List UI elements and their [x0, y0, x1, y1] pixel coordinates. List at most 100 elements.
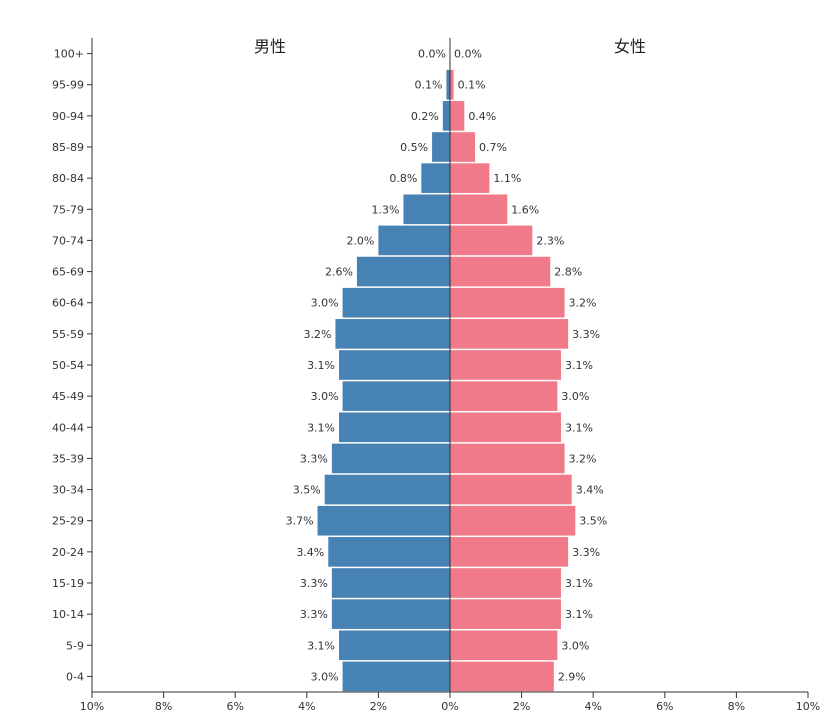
label-male-60-64: 3.0%: [311, 297, 339, 310]
bar-female-25-29: [450, 505, 576, 536]
bar-female-85-89: [450, 132, 476, 162]
label-female-15-19: 3.1%: [565, 577, 593, 590]
bar-male-55-59: [335, 319, 450, 349]
bar-female-65-69: [450, 256, 551, 287]
y-tick-label-90-94: 90-94: [52, 110, 84, 123]
bar-male-30-34: [324, 474, 450, 505]
y-tick-label-0-4: 0-4: [66, 670, 84, 683]
bar-male-70-74: [378, 225, 450, 256]
label-male-5-9: 3.1%: [307, 639, 335, 652]
x-tick-label: 4%: [584, 700, 601, 713]
bar-female-10-14: [450, 599, 561, 629]
bar-male-75-79: [403, 194, 450, 225]
bar-male-50-54: [339, 350, 450, 380]
bar-male-90-94: [442, 101, 450, 131]
bar-female-80-84: [450, 163, 490, 193]
bar-male-80-84: [421, 163, 450, 193]
label-female-45-49: 3.0%: [561, 390, 589, 403]
bar-male-20-24: [328, 537, 450, 567]
male-value-labels: 0.0% 0.1% 0.2% 0.5% 0.8% 1.3% 2.0% 2.6% 3.0% 3.2%…: [286, 48, 446, 684]
label-female-80-84: 1.1%: [493, 172, 521, 185]
bar-female-95-99: [450, 69, 454, 100]
y-tick-label-55-59: 55-59: [52, 328, 84, 341]
female-bars: [450, 69, 576, 692]
bar-female-50-54: [450, 350, 561, 380]
y-tick-label-40-44: 40-44: [52, 421, 84, 434]
bar-female-20-24: [450, 537, 569, 567]
label-male-65-69: 2.6%: [325, 266, 353, 279]
label-male-85-89: 0.5%: [400, 141, 428, 154]
bar-female-70-74: [450, 225, 533, 256]
label-female-65-69: 2.8%: [554, 266, 582, 279]
label-female-90-94: 0.4%: [468, 110, 496, 123]
bar-female-75-79: [450, 194, 508, 225]
x-tick-label: 10%: [80, 700, 104, 713]
label-male-45-49: 3.0%: [311, 390, 339, 403]
x-axis: 10% 8% 6% 4% 2% 0% 2% 4% 6% 8% 10%: [80, 691, 820, 713]
bar-female-55-59: [450, 319, 569, 349]
label-female-20-24: 3.3%: [572, 546, 600, 559]
label-male-70-74: 2.0%: [346, 234, 374, 247]
label-female-30-34: 3.4%: [576, 484, 604, 497]
x-tick-label: 8%: [728, 700, 745, 713]
y-tick-label-5-9: 5-9: [66, 639, 84, 652]
y-tick-label-25-29: 25-29: [52, 515, 84, 528]
label-male-95-99: 0.1%: [414, 79, 442, 92]
label-female-0-4: 2.9%: [558, 670, 586, 683]
label-male-25-29: 3.7%: [286, 515, 314, 528]
label-female-60-64: 3.2%: [569, 297, 597, 310]
female-value-labels: 0.0% 0.1% 0.4% 0.7% 1.1% 1.6% 2.3% 2.8% 3.2% 3.3%…: [454, 48, 607, 684]
bar-male-25-29: [317, 505, 450, 536]
bar-male-65-69: [356, 256, 450, 287]
label-male-10-14: 3.3%: [300, 608, 328, 621]
bar-female-15-19: [450, 568, 561, 598]
male-bars: [317, 69, 450, 692]
label-male-35-39: 3.3%: [300, 452, 328, 465]
female-series-title: 女性: [614, 37, 646, 56]
label-male-100+: 0.0%: [418, 48, 446, 61]
y-tick-label-70-74: 70-74: [52, 234, 84, 247]
bar-male-95-99: [446, 69, 450, 100]
x-tick-label: 2%: [370, 700, 387, 713]
label-female-85-89: 0.7%: [479, 141, 507, 154]
y-tick-label-30-34: 30-34: [52, 484, 84, 497]
y-tick-label-75-79: 75-79: [52, 203, 84, 216]
y-tick-label-45-49: 45-49: [52, 390, 84, 403]
label-female-95-99: 0.1%: [458, 79, 486, 92]
y-axis: 100+ 95-99 90-94 85-89 80-84 75-79 70-74 65-69 6…: [52, 38, 93, 692]
label-male-0-4: 3.0%: [311, 670, 339, 683]
y-tick-label-50-54: 50-54: [52, 359, 84, 372]
label-male-15-19: 3.3%: [300, 577, 328, 590]
label-female-75-79: 1.6%: [511, 203, 539, 216]
x-tick-label: 6%: [656, 700, 673, 713]
label-female-25-29: 3.5%: [579, 515, 607, 528]
label-female-5-9: 3.0%: [561, 639, 589, 652]
y-tick-label-65-69: 65-69: [52, 266, 84, 279]
y-tick-label-95-99: 95-99: [52, 79, 84, 92]
bar-male-15-19: [331, 568, 450, 598]
bar-female-5-9: [450, 630, 558, 661]
bar-female-30-34: [450, 474, 572, 505]
bar-male-0-4: [342, 661, 450, 692]
label-female-70-74: 2.3%: [536, 234, 564, 247]
bar-female-90-94: [450, 101, 465, 131]
label-male-55-59: 3.2%: [303, 328, 331, 341]
y-tick-label-60-64: 60-64: [52, 297, 84, 310]
label-male-90-94: 0.2%: [411, 110, 439, 123]
label-male-80-84: 0.8%: [389, 172, 417, 185]
label-female-40-44: 3.1%: [565, 421, 593, 434]
bar-female-0-4: [450, 661, 554, 692]
bar-female-40-44: [450, 412, 561, 443]
x-tick-label: 4%: [298, 700, 315, 713]
label-male-30-34: 3.5%: [293, 484, 321, 497]
label-female-55-59: 3.3%: [572, 328, 600, 341]
bar-male-40-44: [339, 412, 450, 443]
bar-male-10-14: [331, 599, 450, 629]
y-tick-label-10-14: 10-14: [52, 608, 84, 621]
x-tick-label: 0%: [441, 700, 458, 713]
bar-male-60-64: [342, 287, 450, 318]
label-male-75-79: 1.3%: [372, 203, 400, 216]
label-female-100+: 0.0%: [454, 48, 482, 61]
x-tick-label: 2%: [513, 700, 530, 713]
